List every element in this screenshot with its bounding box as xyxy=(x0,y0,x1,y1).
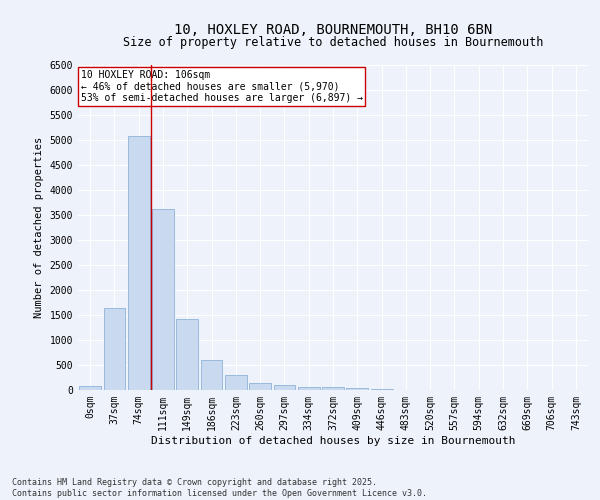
Bar xyxy=(152,209,174,390)
Text: 10 HOXLEY ROAD: 106sqm
← 46% of detached houses are smaller (5,970)
53% of semi-: 10 HOXLEY ROAD: 106sqm ← 46% of detached… xyxy=(80,70,362,103)
Bar xyxy=(371,389,392,390)
Bar xyxy=(128,136,149,390)
Bar xyxy=(346,388,368,390)
Bar xyxy=(200,360,223,390)
Y-axis label: Number of detached properties: Number of detached properties xyxy=(34,137,44,318)
Bar xyxy=(322,387,344,390)
Text: Contains HM Land Registry data © Crown copyright and database right 2025.
Contai: Contains HM Land Registry data © Crown c… xyxy=(12,478,427,498)
X-axis label: Distribution of detached houses by size in Bournemouth: Distribution of detached houses by size … xyxy=(151,436,515,446)
Text: Size of property relative to detached houses in Bournemouth: Size of property relative to detached ho… xyxy=(123,36,543,49)
Bar xyxy=(225,375,247,390)
Bar xyxy=(176,318,198,390)
Text: 10, HOXLEY ROAD, BOURNEMOUTH, BH10 6BN: 10, HOXLEY ROAD, BOURNEMOUTH, BH10 6BN xyxy=(174,22,492,36)
Bar xyxy=(249,383,271,390)
Bar xyxy=(104,308,125,390)
Bar xyxy=(298,386,320,390)
Bar xyxy=(274,385,295,390)
Bar xyxy=(79,386,101,390)
